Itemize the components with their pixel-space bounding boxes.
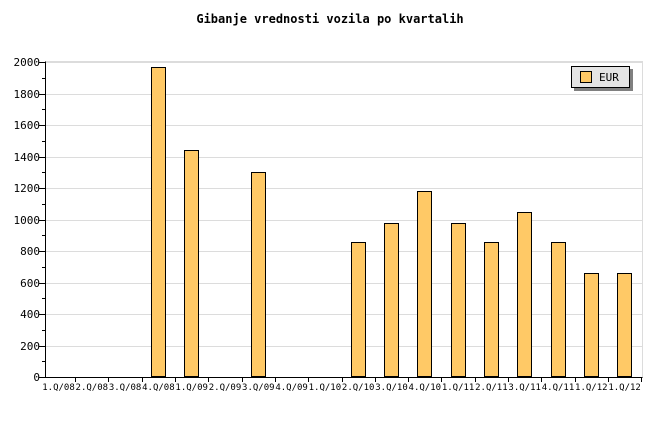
x-axis-tick — [241, 378, 243, 382]
x-axis-tick — [341, 378, 343, 382]
x-tick-label: 1.Q/08 — [42, 383, 75, 393]
y-axis-tick — [39, 93, 45, 95]
x-axis-tick — [274, 378, 276, 382]
y-axis-tick — [39, 377, 45, 378]
gridline — [46, 188, 642, 189]
bar — [350, 242, 366, 377]
x-tick-label: 1.Q/12 — [608, 383, 641, 393]
gridline — [46, 156, 642, 158]
y-axis-tick-minor — [42, 203, 45, 205]
x-tick-label: 2.Q/10 — [341, 383, 375, 393]
x-axis-tick — [208, 378, 210, 382]
y-tick-label: 2000 — [13, 56, 41, 69]
gridline — [46, 219, 642, 221]
x-tick-label: 3.Q/10 — [375, 383, 408, 393]
y-axis-tick — [39, 282, 45, 284]
x-axis-tick — [474, 378, 476, 382]
y-axis-tick — [39, 62, 45, 63]
x-axis-tick — [374, 378, 376, 382]
x-axis-tick — [508, 378, 509, 382]
y-axis-tick-minor — [42, 235, 45, 237]
x-tick-label: 4.Q/10 — [408, 383, 442, 393]
y-tick-label: 1000 — [13, 213, 41, 227]
bar — [517, 212, 533, 377]
bar — [250, 172, 266, 377]
x-tick-label: 2.Q/11 — [475, 383, 508, 393]
y-tick-label: 0 — [33, 371, 40, 384]
x-tick-label: 1.Q/09 — [175, 383, 208, 393]
y-axis-tick — [39, 219, 45, 221]
x-axis-tick — [607, 378, 609, 382]
y-axis-tick — [39, 156, 45, 158]
bar — [417, 191, 433, 377]
x-tick-label: 4.Q/08 — [142, 383, 175, 393]
x-tick-label: 1.Q/12 — [575, 383, 608, 393]
x-tick-label: 3.Q/08 — [108, 383, 142, 393]
gridline — [46, 314, 642, 315]
gridline — [46, 93, 642, 95]
y-axis-tick — [39, 125, 45, 126]
x-tick-label: 3.Q/11 — [508, 383, 541, 393]
bar — [450, 223, 466, 377]
bar — [384, 223, 399, 377]
x-axis-tick — [108, 378, 110, 382]
gridline — [46, 345, 642, 347]
gridline — [46, 282, 642, 284]
x-axis-tick — [75, 378, 77, 382]
y-tick-label: 1600 — [13, 119, 41, 132]
bar — [550, 242, 566, 377]
x-axis-tick — [574, 378, 576, 382]
y-tick-label: 200 — [20, 339, 40, 353]
x-axis-tick — [308, 378, 310, 382]
legend-label: EUR — [599, 70, 619, 84]
y-axis-tick — [39, 314, 45, 315]
bar — [483, 242, 499, 377]
x-axis-tick — [441, 378, 443, 382]
plot-area: 0 200 400 600 800 1000 1200 1400 1600 1800 2000 1.Q… — [14, 57, 643, 393]
bar — [617, 273, 633, 377]
x-axis-tick — [141, 378, 143, 382]
x-tick-label: 2.Q/08 — [75, 383, 109, 393]
y-tick-label: 1200 — [13, 182, 41, 195]
bar — [150, 67, 166, 377]
y-axis-tick-minor — [42, 77, 45, 79]
y-axis-tick — [39, 345, 45, 347]
legend-swatch-icon — [580, 71, 592, 83]
y-tick-label: 600 — [20, 276, 40, 290]
x-axis-tick — [541, 378, 543, 382]
x-axis-tick — [641, 378, 643, 382]
y-axis-tick — [39, 188, 45, 189]
x-tick-label: 3.Q/09 — [242, 383, 275, 393]
x-tick-label: 4.Q/11 — [541, 383, 575, 393]
x-tick-label: 1.Q/10 — [308, 383, 342, 393]
y-tick-label: 1400 — [13, 150, 41, 164]
y-axis-tick-minor — [42, 140, 45, 142]
x-tick-label: 4.Q/09 — [275, 383, 308, 393]
gridline — [46, 125, 642, 126]
x-axis-tick — [175, 378, 176, 382]
chart-title: Gibanje vrednosti vozila po kvartalih — [196, 12, 464, 26]
gridline — [46, 251, 642, 252]
bar — [583, 273, 599, 377]
y-axis-tick — [39, 251, 45, 252]
y-axis-tick-minor — [42, 329, 45, 331]
x-tick-label: 2.Q/09 — [208, 383, 242, 393]
bar — [184, 150, 200, 377]
y-tick-label: 400 — [20, 308, 40, 321]
y-axis-tick-minor — [42, 266, 45, 268]
y-axis-tick-minor — [42, 109, 45, 111]
y-tick-label: 1800 — [13, 87, 41, 101]
legend: EUR — [571, 66, 630, 88]
y-axis-tick-minor — [42, 298, 45, 300]
y-axis-tick-minor — [42, 361, 45, 363]
gridline — [46, 62, 642, 63]
x-tick-label: 1.Q/11 — [441, 383, 475, 393]
y-axis-tick-minor — [42, 172, 45, 174]
x-axis-tick — [408, 378, 410, 382]
y-tick-label: 800 — [20, 245, 40, 258]
